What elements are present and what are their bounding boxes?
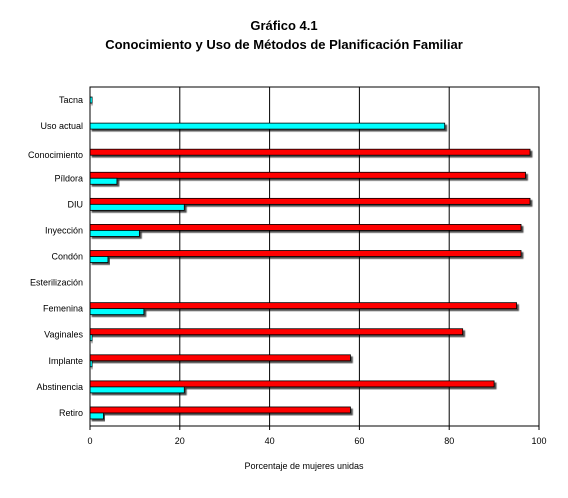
category-label: Píldora xyxy=(54,173,83,183)
x-tick-label: 80 xyxy=(444,436,454,446)
bar-conocimiento xyxy=(89,224,522,231)
x-tick-label: 40 xyxy=(265,436,275,446)
tick-labels: 0 20 40 60 80 100 xyxy=(87,436,546,446)
category-label: DIU xyxy=(68,199,84,209)
bar-uso-actual xyxy=(89,230,140,237)
category-label: Tacna xyxy=(59,95,83,105)
plot-frame xyxy=(89,86,540,427)
x-tick-label: 100 xyxy=(531,436,546,446)
bar-uso-actual xyxy=(89,308,145,316)
x-tick-label: 20 xyxy=(175,436,185,446)
bar-conocimiento xyxy=(89,250,522,257)
bar-uso-actual xyxy=(89,256,109,263)
x-tick-label: 0 xyxy=(87,436,92,446)
bar-conocimiento xyxy=(89,354,351,362)
chart-subtitle: Conocimiento y Uso de Métodos de Planifi… xyxy=(105,37,463,52)
category-label: Uso actual xyxy=(40,121,83,131)
bar-conocimiento xyxy=(89,380,495,388)
category-label: Vaginales xyxy=(44,330,83,340)
bar-uso-actual xyxy=(89,203,185,211)
category-label: Retiro xyxy=(59,408,83,418)
bar-uso-actual xyxy=(89,386,185,394)
bar-uso-actual xyxy=(89,122,446,130)
category-label: Inyección xyxy=(45,225,83,235)
category-labels: Tacna Uso actual Conocimiento Píldora DIU Iny… xyxy=(28,95,84,418)
bar-conocimiento xyxy=(89,148,531,156)
category-label: Femenina xyxy=(43,304,83,314)
x-axis-label: Porcentaje de mujeres unidas xyxy=(244,461,364,471)
bar-uso-actual xyxy=(89,412,104,420)
category-label: Abstinencia xyxy=(36,382,83,392)
bar-conocimiento xyxy=(89,406,351,414)
bar-conocimiento xyxy=(89,302,517,310)
category-label: Implante xyxy=(48,356,83,366)
category-label: Esterilización xyxy=(30,278,83,288)
chart-title: Gráfico 4.1 xyxy=(250,18,318,33)
category-label: Condón xyxy=(51,252,83,262)
bars xyxy=(89,96,531,420)
bar-conocimiento xyxy=(89,197,531,205)
bar-conocimiento xyxy=(89,328,464,336)
axes xyxy=(89,86,540,430)
category-label: Conocimiento xyxy=(28,150,83,160)
x-tick-label: 60 xyxy=(354,436,364,446)
bar-conocimiento xyxy=(89,171,526,179)
bar-uso-actual xyxy=(89,177,118,185)
